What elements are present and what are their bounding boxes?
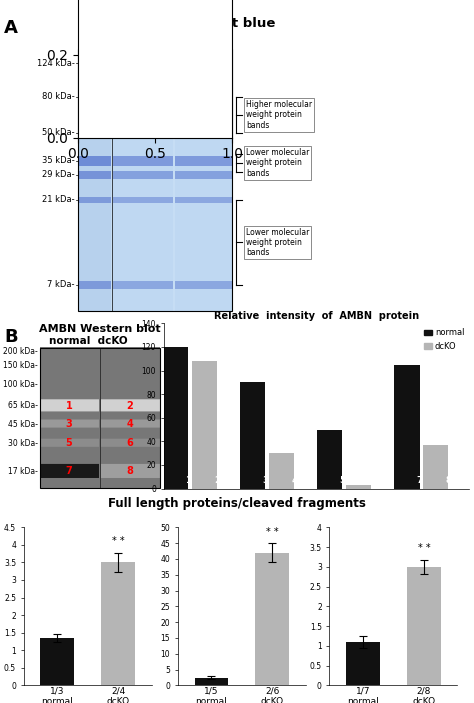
Bar xyxy=(269,453,294,489)
Text: 50 kDa-: 50 kDa- xyxy=(42,129,75,138)
Text: * *: * * xyxy=(418,543,430,553)
Text: 35 kDa-: 35 kDa- xyxy=(42,157,75,165)
Bar xyxy=(101,562,135,685)
Bar xyxy=(240,382,265,489)
Text: 80 kDa-: 80 kDa- xyxy=(42,93,75,101)
Bar xyxy=(194,678,228,685)
Text: Full length proteins/cleaved fragments: Full length proteins/cleaved fragments xyxy=(108,497,366,510)
Text: 3: 3 xyxy=(262,476,269,485)
Text: 17 kDa-: 17 kDa- xyxy=(8,467,38,475)
Bar xyxy=(394,365,419,489)
Text: 30 kDa-: 30 kDa- xyxy=(8,439,38,448)
Bar xyxy=(346,642,380,685)
Text: 1: 1 xyxy=(185,476,191,485)
Text: 7 kDa-: 7 kDa- xyxy=(47,280,75,290)
Text: 8: 8 xyxy=(127,466,134,476)
Text: 5: 5 xyxy=(65,438,73,448)
Text: 150 kDa-: 150 kDa- xyxy=(3,361,38,370)
Text: 7: 7 xyxy=(416,476,423,485)
Bar xyxy=(407,567,441,685)
Text: A: A xyxy=(4,19,18,37)
Text: 45 kDa-: 45 kDa- xyxy=(8,420,38,429)
Text: AMBN Western blot: AMBN Western blot xyxy=(39,324,161,334)
Bar xyxy=(40,348,160,488)
Bar xyxy=(346,485,371,489)
Text: 100 kDa-: 100 kDa- xyxy=(3,380,38,389)
Text: normal  dcKO: normal dcKO xyxy=(49,336,128,346)
Text: 29 kDa-: 29 kDa- xyxy=(42,170,75,179)
Title: Relative  intensity  of  AMBN  protein: Relative intensity of AMBN protein xyxy=(214,311,419,321)
Text: 21 kDa-: 21 kDa- xyxy=(42,195,75,205)
Bar xyxy=(423,445,448,489)
Bar xyxy=(40,638,74,685)
Text: * *: * * xyxy=(266,527,279,537)
Text: 200 kDa-: 200 kDa- xyxy=(3,347,38,356)
Text: 8: 8 xyxy=(445,476,452,485)
Text: Lower molecular
weight protein
bands: Lower molecular weight protein bands xyxy=(246,228,310,257)
Text: B: B xyxy=(4,328,18,346)
Text: 6: 6 xyxy=(368,476,374,485)
Bar xyxy=(191,361,217,489)
Legend: normal, dcKO: normal, dcKO xyxy=(420,325,467,354)
Text: 5: 5 xyxy=(339,476,346,485)
Text: Higher molecular
weight protein
bands: Higher molecular weight protein bands xyxy=(246,100,312,130)
Text: 2: 2 xyxy=(127,401,133,411)
Text: 6: 6 xyxy=(127,438,133,448)
Text: 4: 4 xyxy=(291,476,298,485)
Text: Coomassie brilliant blue: Coomassie brilliant blue xyxy=(94,17,276,30)
Text: 2: 2 xyxy=(214,476,220,485)
Bar xyxy=(255,553,289,685)
Text: 124 kDa-: 124 kDa- xyxy=(37,58,75,67)
Text: 4: 4 xyxy=(127,419,133,429)
Bar xyxy=(78,49,232,311)
Text: * *: * * xyxy=(112,536,125,546)
Bar xyxy=(163,347,188,489)
Text: normal  dcKO: normal dcKO xyxy=(113,37,197,47)
Text: 1: 1 xyxy=(65,401,73,411)
Text: Lower molecular
weight protein
bands: Lower molecular weight protein bands xyxy=(246,148,310,178)
Text: 3: 3 xyxy=(65,419,73,429)
Text: 65 kDa-: 65 kDa- xyxy=(8,401,38,411)
Bar xyxy=(317,430,343,489)
Text: 7: 7 xyxy=(65,466,73,476)
